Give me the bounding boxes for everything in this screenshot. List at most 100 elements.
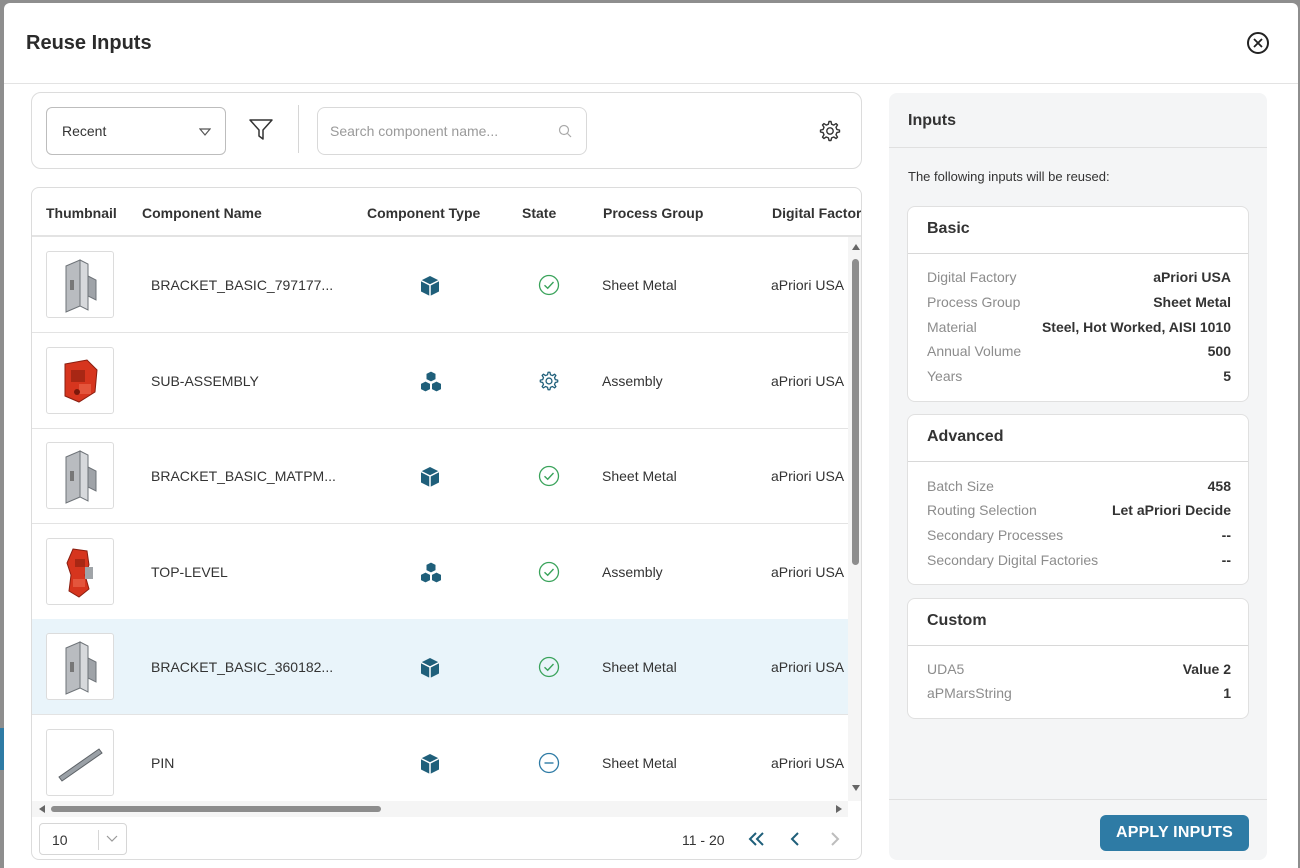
background-app-strip	[0, 728, 4, 770]
component-thumbnail	[46, 347, 114, 414]
digital-factory: aPriori USA	[771, 277, 845, 293]
column-header-digital-factory[interactable]: Digital Factory	[772, 205, 862, 221]
input-label: aPMarsString	[927, 685, 1012, 701]
complete-check-icon	[538, 465, 560, 490]
input-value: Sheet Metal	[1153, 294, 1231, 310]
input-label: Digital Factory	[927, 269, 1017, 285]
input-row: aPMarsString 1	[927, 685, 1231, 705]
table-header: Thumbnail Component Name Component Type …	[32, 188, 862, 237]
search-input[interactable]	[330, 108, 550, 154]
input-row: Material Steel, Hot Worked, AISI 1010	[927, 319, 1231, 339]
column-header-thumbnail[interactable]: Thumbnail	[46, 205, 117, 221]
input-row: Batch Size 458	[927, 478, 1231, 498]
page-range: 11 - 20	[682, 832, 725, 848]
previous-page-icon[interactable]	[788, 830, 802, 848]
card-divider	[908, 253, 1248, 254]
input-row: Routing Selection Let aPriori Decide	[927, 502, 1231, 522]
input-row: Digital Factory aPriori USA	[927, 269, 1231, 289]
component-thumbnail	[46, 442, 114, 509]
table-row[interactable]: SUB-ASSEMBLY Assembly aPriori USA	[32, 333, 848, 429]
column-header-state[interactable]: State	[522, 205, 557, 221]
component-name[interactable]: SUB-ASSEMBLY	[151, 373, 259, 389]
filter-icon[interactable]	[249, 119, 273, 141]
digital-factory: aPriori USA	[771, 659, 845, 675]
digital-factory: aPriori USA	[771, 564, 845, 580]
process-group: Sheet Metal	[602, 659, 677, 675]
component-name[interactable]: BRACKET_BASIC_MATPM...	[151, 468, 336, 484]
scroll-down-icon[interactable]	[852, 785, 860, 791]
close-icon[interactable]	[1247, 32, 1269, 54]
input-row: UDA5 Value 2	[927, 661, 1231, 681]
gear-icon[interactable]	[818, 119, 842, 143]
column-header-component-type[interactable]: Component Type	[367, 205, 481, 221]
input-value: Steel, Hot Worked, AISI 1010	[1041, 319, 1231, 335]
process-group: Assembly	[602, 564, 663, 580]
component-thumbnail	[46, 251, 114, 318]
input-label: Annual Volume	[927, 343, 1022, 359]
input-row: Annual Volume 500	[927, 343, 1231, 363]
page-size-value: 10	[52, 832, 68, 848]
component-thumbnail	[46, 633, 114, 700]
part-cube-icon	[418, 274, 442, 301]
vertical-scrollbar[interactable]	[848, 237, 861, 801]
advanced-card: Advanced Batch Size 458 Routing Selection…	[907, 414, 1249, 585]
modal-title: Reuse Inputs	[26, 32, 152, 54]
input-value: Value 2	[1182, 661, 1231, 677]
vertical-scroll-thumb[interactable]	[852, 259, 859, 565]
input-row: Process Group Sheet Metal	[927, 294, 1231, 314]
input-label: Secondary Digital Factories	[927, 552, 1099, 568]
component-name[interactable]: BRACKET_BASIC_797177...	[151, 277, 334, 293]
horizontal-scroll-thumb[interactable]	[51, 806, 381, 812]
input-row: Secondary Digital Factories --	[927, 552, 1231, 572]
scroll-left-icon[interactable]	[39, 805, 45, 813]
table-row[interactable]: BRACKET_BASIC_360182... Sheet Metal aPri…	[32, 619, 848, 715]
component-name[interactable]: BRACKET_BASIC_360182...	[151, 659, 334, 675]
column-header-component-name[interactable]: Component Name	[142, 205, 262, 221]
page-size-select[interactable]: 10	[39, 823, 127, 855]
input-value: 1	[1223, 685, 1231, 701]
input-label: Process Group	[927, 294, 1021, 310]
scroll-up-icon[interactable]	[852, 244, 860, 250]
part-cube-icon	[418, 656, 442, 683]
assembly-cubes-icon	[418, 561, 444, 588]
view-select-value: Recent	[62, 123, 107, 139]
input-label: Batch Size	[927, 478, 994, 494]
input-value: --	[1221, 527, 1231, 543]
custom-card: Custom UDA5 Value 2 aPMarsString 1	[907, 598, 1249, 719]
search-box	[317, 107, 587, 155]
component-name[interactable]: PIN	[151, 755, 175, 771]
inputs-divider	[889, 147, 1267, 148]
input-value: 500	[1207, 343, 1231, 359]
table-row[interactable]: BRACKET_BASIC_797177... Sheet Metal aPri…	[32, 237, 848, 333]
assembly-cubes-icon	[418, 370, 444, 397]
card-divider	[908, 461, 1248, 462]
table-toolbar: Recent	[31, 92, 862, 169]
basic-title: Basic	[927, 220, 970, 237]
first-page-icon[interactable]	[748, 830, 766, 848]
input-value: aPriori USA	[1153, 269, 1231, 285]
horizontal-scrollbar[interactable]	[32, 801, 848, 817]
table-row[interactable]: PIN Sheet Metal aPriori USA	[32, 715, 848, 801]
column-header-process-group[interactable]: Process Group	[603, 205, 704, 221]
search-icon	[558, 124, 572, 138]
table-row[interactable]: TOP-LEVEL Assembly aPriori USA	[32, 524, 848, 620]
footer-divider	[889, 799, 1267, 800]
next-page-icon[interactable]	[828, 830, 842, 848]
input-value: 5	[1223, 368, 1231, 384]
page-size-divider	[98, 830, 99, 850]
component-name[interactable]: TOP-LEVEL	[151, 564, 228, 580]
processing-gear-icon	[538, 370, 560, 395]
scroll-right-icon[interactable]	[836, 805, 842, 813]
modal-header: Reuse Inputs	[4, 3, 1298, 84]
digital-factory: aPriori USA	[771, 755, 845, 771]
table-row[interactable]: BRACKET_BASIC_MATPM... Sheet Metal aPrio…	[32, 428, 848, 524]
not-costed-minus-icon	[538, 752, 560, 777]
input-value: 458	[1207, 478, 1231, 494]
input-value: Let aPriori Decide	[1111, 502, 1231, 518]
table-body: BRACKET_BASIC_797177... Sheet Metal aPri…	[32, 237, 848, 801]
part-cube-icon	[418, 752, 442, 779]
input-label: UDA5	[927, 661, 965, 677]
apply-inputs-button[interactable]: APPLY INPUTS	[1100, 815, 1249, 851]
view-select[interactable]: Recent	[46, 107, 226, 155]
component-thumbnail	[46, 538, 114, 605]
